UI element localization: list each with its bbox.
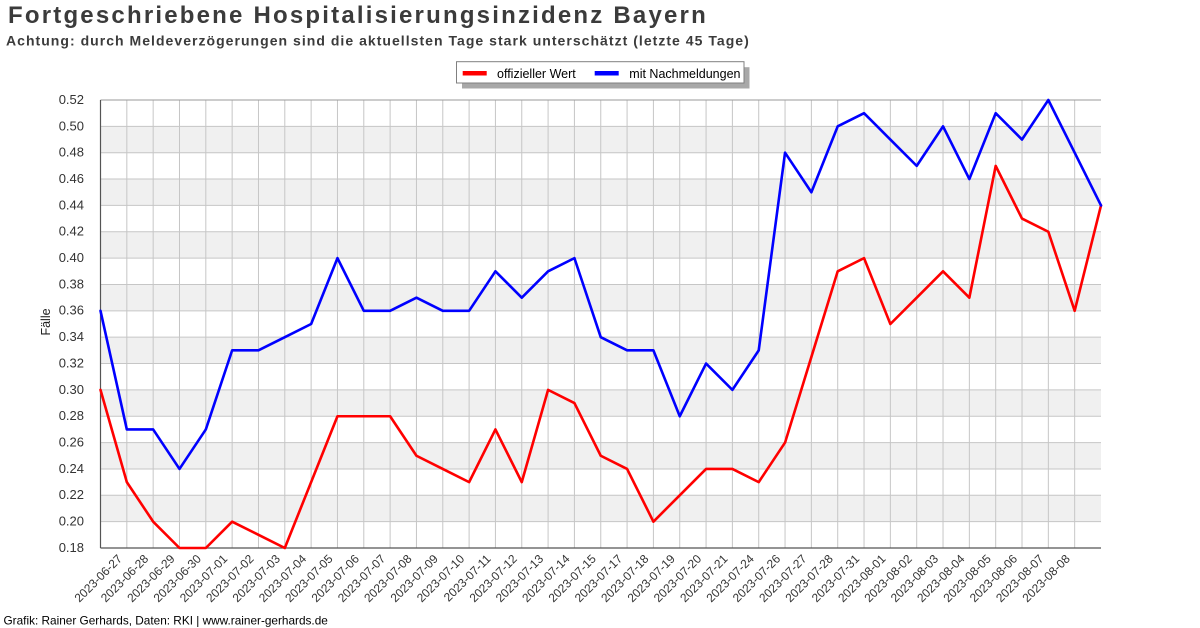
svg-text:0.18: 0.18 bbox=[59, 540, 84, 555]
svg-text:0.48: 0.48 bbox=[59, 145, 84, 160]
svg-text:0.28: 0.28 bbox=[59, 408, 84, 423]
svg-text:0.52: 0.52 bbox=[59, 92, 84, 107]
svg-text:0.36: 0.36 bbox=[59, 303, 84, 318]
svg-text:offizieller Wert: offizieller Wert bbox=[497, 67, 576, 81]
svg-text:Fälle: Fälle bbox=[39, 308, 53, 335]
svg-text:0.42: 0.42 bbox=[59, 224, 84, 239]
svg-text:0.30: 0.30 bbox=[59, 382, 84, 397]
svg-text:0.26: 0.26 bbox=[59, 434, 84, 449]
svg-text:mit Nachmeldungen: mit Nachmeldungen bbox=[629, 67, 740, 81]
svg-text:Achtung: durch Meldeverzögerun: Achtung: durch Meldeverzögerungen sind d… bbox=[6, 33, 750, 49]
svg-text:0.38: 0.38 bbox=[59, 276, 84, 291]
svg-text:0.24: 0.24 bbox=[59, 461, 84, 476]
svg-text:Fortgeschriebene Hospitalisier: Fortgeschriebene Hospitalisierungsinzide… bbox=[8, 2, 708, 29]
svg-text:0.40: 0.40 bbox=[59, 250, 84, 265]
svg-text:0.32: 0.32 bbox=[59, 355, 84, 370]
svg-text:0.44: 0.44 bbox=[59, 197, 84, 212]
svg-text:0.34: 0.34 bbox=[59, 329, 84, 344]
svg-text:Grafik: Rainer Gerhards, Daten: Grafik: Rainer Gerhards, Daten: RKI | ww… bbox=[4, 614, 329, 628]
svg-text:0.20: 0.20 bbox=[59, 514, 84, 529]
svg-text:0.50: 0.50 bbox=[59, 118, 84, 133]
svg-text:0.46: 0.46 bbox=[59, 171, 84, 186]
svg-text:0.22: 0.22 bbox=[59, 487, 84, 502]
